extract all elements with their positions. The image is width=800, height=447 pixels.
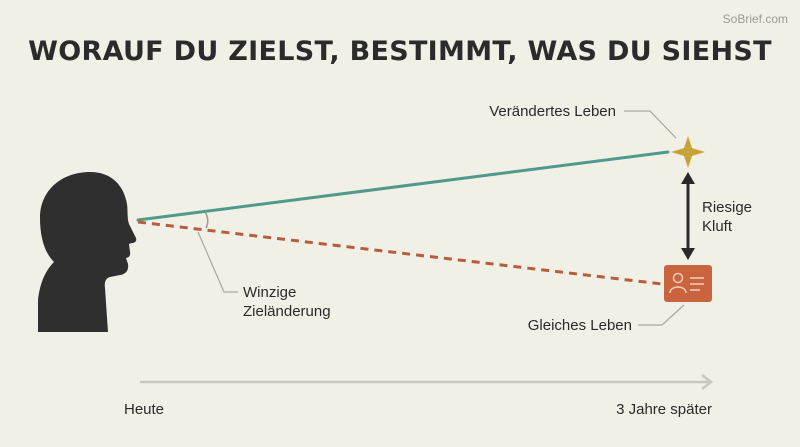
timeline-arrow [140,374,714,390]
three-years-label: 3 Jahre später [616,401,712,418]
today-label: Heute [124,401,165,418]
gap-arrow [681,172,695,260]
page-title: WORAUF DU ZIELST, BESTIMMT, WAS DU SIEHS… [28,36,772,67]
watermark: SoBrief.com [722,12,788,26]
changed-life-path [136,150,670,222]
huge-gap-label: Riesige Kluft [702,198,752,236]
tiny-change-label: Winzige Zieländerung [243,283,331,321]
angle-arc [204,211,209,229]
changed-life-leader [624,110,677,139]
head-silhouette-icon [38,172,137,332]
star-icon [671,136,705,168]
same-life-label: Gleiches Leben [527,317,632,334]
tiny-change-label-line1: Winzige [243,284,297,301]
huge-gap-label-line1: Riesige [702,199,753,216]
same-life-leader [638,304,685,326]
id-card-icon [664,265,712,302]
changed-life-label: Verändertes Leben [489,103,616,120]
huge-gap-label-line2: Kluft [702,218,733,235]
same-life-path [137,220,663,286]
tiny-change-leader [197,231,238,293]
tiny-change-label-line2: Zieländerung [243,303,331,320]
